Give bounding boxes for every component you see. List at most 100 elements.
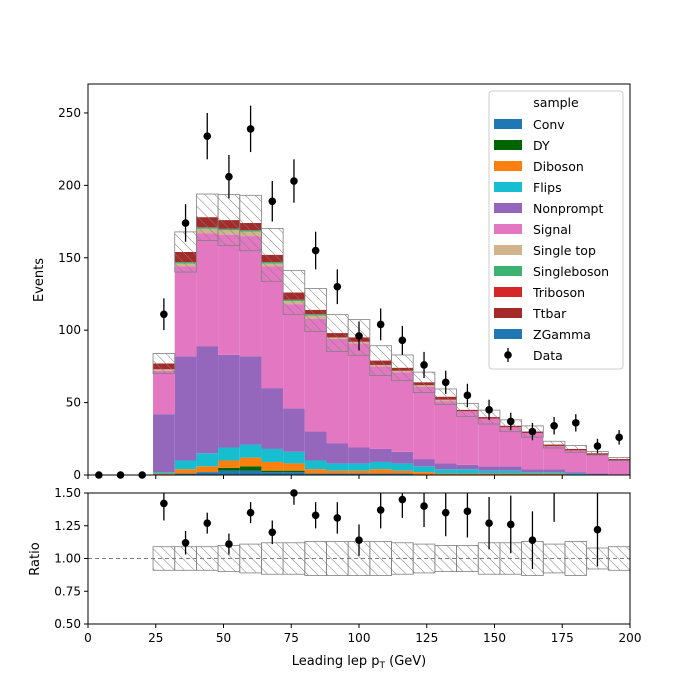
- bar-conv-bin-5: [196, 472, 219, 475]
- bar-flips-bin-20: [521, 472, 544, 474]
- legend-label-8: Triboson: [532, 285, 585, 300]
- bar-diboson-bin-11: [326, 470, 349, 474]
- bar-conv-bin-13: [369, 473, 392, 475]
- bar-flips-bin-4: [174, 460, 197, 470]
- bar-flips-bin-22: [564, 473, 587, 475]
- bar-diboson-bin-3: [153, 473, 175, 475]
- bar-nonprompt-bin-14: [391, 451, 414, 464]
- bar-nonprompt-bin-20: [521, 469, 544, 473]
- legend-swatch-3: [494, 182, 522, 192]
- bar-flips-bin-15: [413, 466, 435, 473]
- legend-label-data: Data: [533, 348, 563, 363]
- main-y-tick-label-4: 200: [58, 178, 81, 192]
- bar-diboson-bin-20: [521, 473, 544, 475]
- legend-swatch-9: [494, 308, 522, 318]
- ratio-point-9: [355, 536, 363, 544]
- bar-nonprompt-bin-23: [586, 473, 609, 475]
- x-tick-label-0: 0: [84, 631, 92, 645]
- legend-swatch-1: [494, 140, 522, 150]
- data-point-7: [246, 125, 255, 133]
- ratio-point-16: [506, 520, 515, 529]
- ratio-point-10: [376, 506, 385, 514]
- bar-flips-bin-21: [543, 472, 565, 474]
- main-y-tick-label-2: 100: [58, 323, 81, 337]
- bar-signal-bin-14: [391, 372, 414, 452]
- bar-signal-bin-23: [586, 454, 609, 474]
- ratio-point-4: [246, 508, 255, 517]
- unc-band-bin-8: [261, 228, 284, 282]
- data-point-10: [311, 246, 320, 255]
- bar-nonprompt-bin-16: [434, 463, 457, 470]
- main-y-tick-label-3: 150: [58, 251, 81, 265]
- bar-nonprompt-bin-8: [261, 388, 284, 449]
- bar-nonprompt-bin-22: [564, 472, 587, 474]
- legend-swatch-10: [494, 329, 522, 339]
- bar-flips-bin-17: [456, 469, 479, 474]
- bar-diboson-bin-12: [348, 470, 370, 474]
- bar-conv-bin-6: [218, 470, 240, 475]
- bar-nonprompt-bin-11: [326, 443, 349, 464]
- bar-diboson-bin-13: [369, 469, 392, 474]
- ratio-point-13: [441, 508, 450, 517]
- legend-label-5: Signal: [533, 222, 571, 237]
- bar-nonprompt-bin-17: [456, 464, 479, 470]
- unc-band-bin-21: [542, 440, 566, 449]
- legend-swatch-5: [494, 224, 522, 234]
- bar-nonprompt-bin-13: [369, 448, 392, 462]
- main-y-axis: 0 50 100 150 200 250: [58, 106, 88, 482]
- data-point-23: [593, 442, 602, 450]
- data-point-20: [528, 427, 537, 436]
- bar-signal-bin-11: [326, 338, 349, 444]
- data-point-17: [463, 391, 472, 400]
- bar-flips-bin-6: [218, 447, 240, 461]
- bar-flips-bin-3: [153, 472, 175, 474]
- bar-flips-bin-12: [348, 463, 370, 471]
- x-tick-label-8: 200: [619, 631, 642, 645]
- bar-nonprompt-bin-15: [413, 459, 435, 467]
- bar-signal-bin-20: [521, 433, 544, 470]
- legend-label-7: Singleboson: [533, 264, 609, 279]
- ratio-y-tick-label-1: 0.75: [54, 584, 81, 598]
- main-y-axis-label: Events: [32, 258, 47, 302]
- bar-diboson-bin-17: [456, 473, 479, 475]
- bar-signal-bin-13: [369, 366, 392, 449]
- data-point-18: [485, 406, 493, 414]
- data-point-14: [398, 336, 407, 345]
- ratio-y-tick-label-2: 1.00: [54, 552, 81, 566]
- bar-nonprompt-bin-21: [543, 469, 565, 473]
- ratio-unc-bin-22: [564, 541, 588, 576]
- bar-nonprompt-bin-5: [196, 346, 219, 454]
- bar-flips-bin-18: [478, 470, 500, 474]
- bar-dy-bin-9: [283, 470, 305, 473]
- main-y-tick-label-0: 0: [73, 468, 81, 482]
- data-point-9: [290, 177, 298, 185]
- ratio-point-2: [203, 519, 212, 527]
- data-point-13: [376, 320, 385, 329]
- bar-conv-bin-10: [304, 473, 327, 475]
- legend-swatch-4: [494, 203, 522, 213]
- ratio-point-1: [181, 538, 190, 547]
- bar-flips-bin-16: [434, 469, 457, 474]
- bar-signal-bin-21: [543, 446, 565, 470]
- bar-flips-bin-9: [283, 451, 305, 464]
- ratio-y-tick-label-3: 1.25: [54, 519, 81, 533]
- ratio-point-19: [593, 525, 602, 534]
- bar-signal-bin-16: [434, 401, 457, 464]
- legend-swatch-7: [494, 266, 522, 276]
- bar-diboson-bin-21: [543, 473, 565, 475]
- legend-label-4: Nonprompt: [533, 201, 603, 216]
- unc-band-bin-9: [282, 270, 306, 315]
- bar-signal-bin-18: [478, 418, 500, 467]
- ratio-unc-bin-3: [152, 546, 176, 571]
- ratio-y-axis-label: Ratio: [28, 542, 43, 575]
- bar-nonprompt-bin-7: [239, 356, 262, 445]
- ratio-point-15: [485, 519, 493, 527]
- ratio-y-tick-label-4: 1.50: [54, 486, 81, 500]
- x-tick-label-5: 125: [415, 631, 438, 645]
- bar-nonprompt-bin-10: [304, 431, 327, 461]
- bar-diboson-bin-6: [218, 460, 240, 468]
- ratio-panel: 0.50 0.75 1.00 1.25 1.50 0 25 50 75 100 125 150 175…: [28, 486, 641, 671]
- x-tick-label-1: 25: [148, 631, 163, 645]
- legend-label-10: ZGamma: [533, 327, 591, 342]
- ratio-point-3: [225, 540, 233, 548]
